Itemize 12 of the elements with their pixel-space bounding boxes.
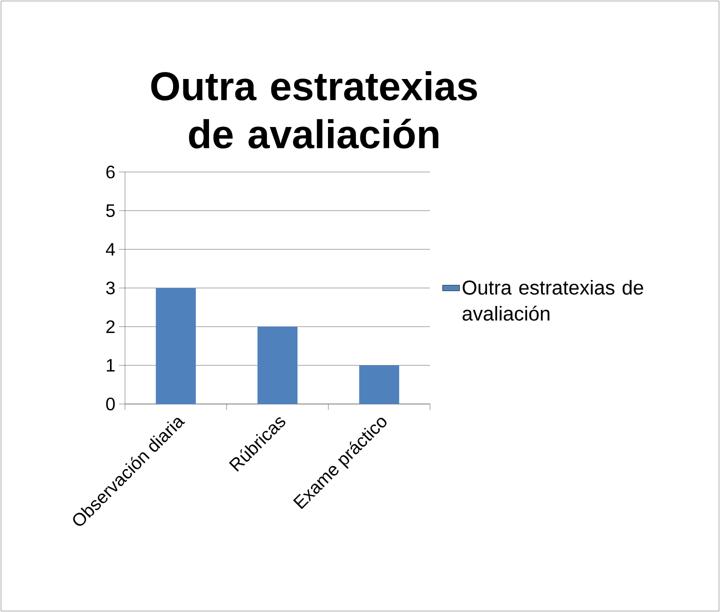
y-tick-label: 1 — [106, 359, 115, 372]
y-tick-label: 2 — [106, 320, 115, 333]
y-tick-label: 4 — [106, 243, 115, 256]
bar — [258, 326, 298, 404]
y-tick-label: 0 — [106, 398, 115, 410]
y-tick-label: 3 — [106, 282, 115, 294]
y-tick-label: 5 — [106, 204, 115, 217]
bar — [359, 365, 400, 404]
y-tick-label: 6 — [106, 166, 115, 178]
bar — [156, 288, 196, 404]
legend-label: Outra estratexias de avaliación — [462, 280, 644, 321]
chart-title: Outra estratexias de avaliación — [151, 71, 477, 149]
